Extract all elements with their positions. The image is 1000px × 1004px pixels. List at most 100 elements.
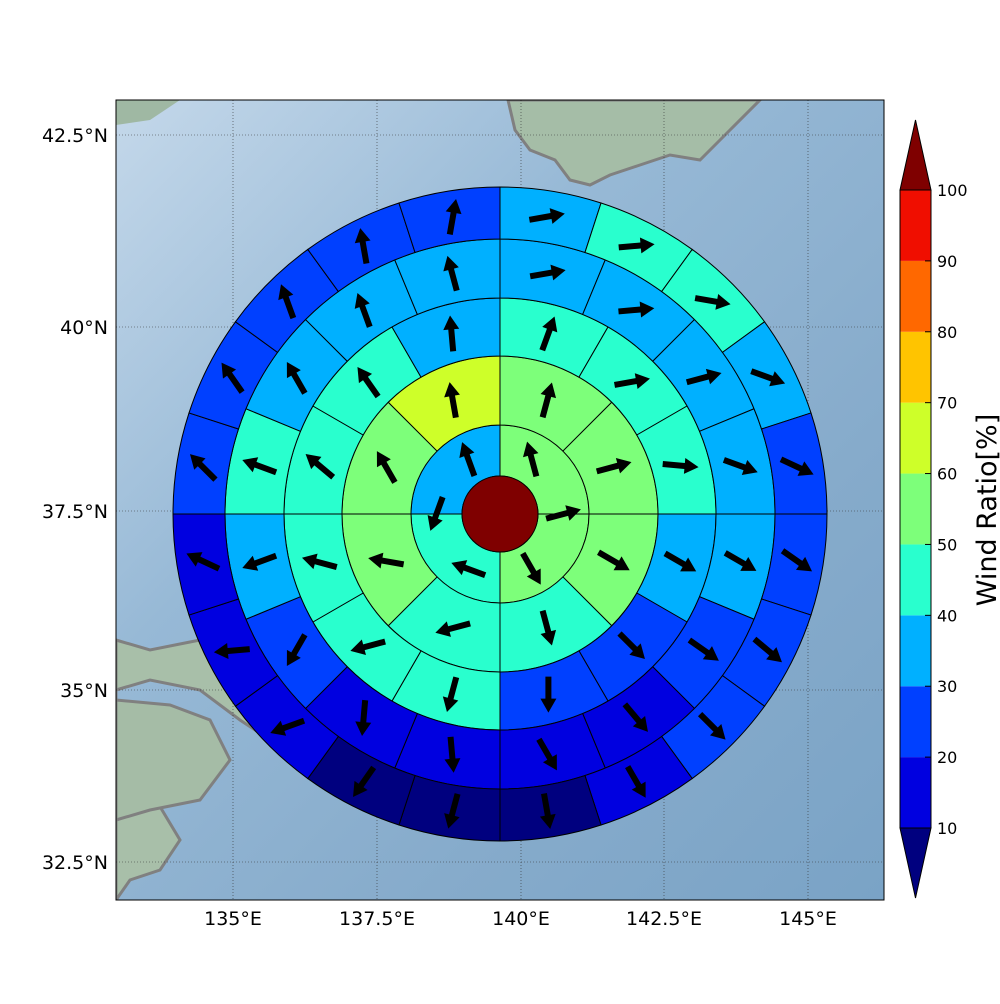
colorbar-segment [900, 190, 931, 261]
wind-arrow [354, 292, 373, 328]
wind-arrow [613, 373, 650, 389]
wind-arrow [443, 315, 460, 352]
colorbar: 10 20 30 40 50 60 70 80 90 100 [899, 119, 968, 899]
wind-arrow [435, 620, 471, 637]
colorbar-segment [900, 260, 931, 332]
polar-grid [172, 186, 828, 842]
wind-arrow [221, 362, 245, 394]
wind-arrow [622, 702, 648, 732]
wind-arrow [536, 737, 557, 771]
colorbar-frame [899, 190, 932, 828]
colorbar-extend-min [899, 827, 932, 899]
wind-arrow [617, 631, 645, 659]
lon-tick-label: 135°E [204, 908, 262, 930]
wind-arrow [539, 382, 557, 419]
colorbar-tick-label: 90 [937, 252, 957, 271]
wind-arrow [213, 643, 251, 659]
wind-arrow [189, 454, 218, 482]
wind-arrow [750, 368, 786, 387]
wind-arrow [444, 736, 461, 773]
wind-arrow [368, 552, 405, 569]
wind-arrow [520, 551, 541, 585]
colorbar-extend-max [899, 119, 932, 191]
wind-arrow [780, 548, 813, 572]
wind-arrow [595, 457, 632, 475]
wind-arrow [186, 552, 221, 572]
lat-tick-label: 42.5°N [42, 125, 108, 147]
wind-arrow [625, 765, 646, 798]
wind-arrow [353, 765, 377, 797]
wind-arrow [528, 208, 565, 224]
colorbar-tick-label: 80 [937, 323, 957, 342]
lat-tick-label: 40°N [60, 317, 108, 339]
wind-arrow [540, 676, 557, 713]
wind-arrow [376, 451, 398, 484]
wind-arrow [752, 636, 782, 663]
wind-arrow [545, 505, 581, 522]
wind-arrow [722, 457, 758, 475]
colorbar-tick-label: 20 [937, 748, 957, 767]
wind-arrow [685, 368, 722, 386]
wind-arrow [305, 454, 336, 480]
wind-arrow [242, 457, 278, 476]
wind-arrows [186, 198, 814, 830]
wind-arrow [354, 228, 371, 265]
colorbar-segment [900, 402, 931, 474]
wind-arrow [697, 711, 726, 740]
lat-tick-label: 32.5°N [42, 852, 108, 874]
wind-arrow [286, 362, 308, 395]
map-frame [115, 99, 885, 901]
wind-arrow [662, 457, 699, 474]
wind-arrow [723, 550, 757, 571]
colorbar-tick-label: 70 [937, 394, 957, 413]
lon-tick-label: 140°E [492, 908, 550, 930]
wind-arrow [444, 793, 461, 829]
map-area [116, 100, 884, 900]
wind-arrow [539, 609, 557, 646]
colorbar-label: Wind Ratio[%] [972, 414, 1000, 606]
lon-tick-label: 137.5°E [339, 908, 415, 930]
wind-arrow [270, 717, 306, 736]
colorbar-segment [900, 757, 931, 828]
wind-arrow [442, 676, 460, 713]
wind-arrow [444, 382, 460, 419]
wind-arrow [459, 442, 478, 477]
wind-arrow [539, 316, 558, 352]
lon-tick-label: 142.5°E [626, 908, 702, 930]
wind-arrow [443, 255, 460, 292]
colorbar-segment [900, 615, 931, 687]
wind-arrow [350, 638, 386, 655]
wind-arrow [618, 301, 655, 318]
lat-axis: 42.5°N 40°N 37.5°N 35°N 32.5°N [42, 125, 108, 874]
colorbar-tick-label: 40 [937, 606, 957, 625]
wind-arrow [242, 552, 278, 571]
wind-arrow [451, 560, 487, 578]
wind-arrow [529, 264, 566, 281]
wind-arrow [357, 367, 381, 399]
colorbar-tick-label: 10 [937, 819, 957, 838]
wind-arrow [618, 237, 655, 254]
colorbar-tick-label: 30 [937, 677, 957, 696]
land-hokkaido [506, 100, 763, 187]
wind-arrow [286, 633, 308, 666]
colorbar-segment [900, 686, 931, 758]
wind-arrow [663, 550, 697, 572]
lat-tick-label: 35°N [60, 680, 108, 702]
wind-arrow [278, 284, 297, 320]
wind-arrow [694, 293, 731, 310]
land-sakhalin-corner [116, 100, 180, 125]
lon-tick-label: 145°E [779, 908, 837, 930]
wind-arrow [597, 549, 630, 571]
center-cell [461, 475, 539, 553]
lon-axis: 135°E 137.5°E 140°E 142.5°E 145°E [204, 908, 837, 930]
colorbar-tick-label: 50 [937, 535, 957, 554]
colorbar-segment [900, 473, 931, 545]
lat-tick-label: 37.5°N [42, 501, 108, 523]
colorbar-segment [900, 544, 931, 616]
wind-arrow [355, 699, 372, 737]
land-kyushu-shikoku [116, 698, 232, 822]
wind-arrow [539, 793, 556, 830]
wind-arrow [522, 441, 540, 478]
